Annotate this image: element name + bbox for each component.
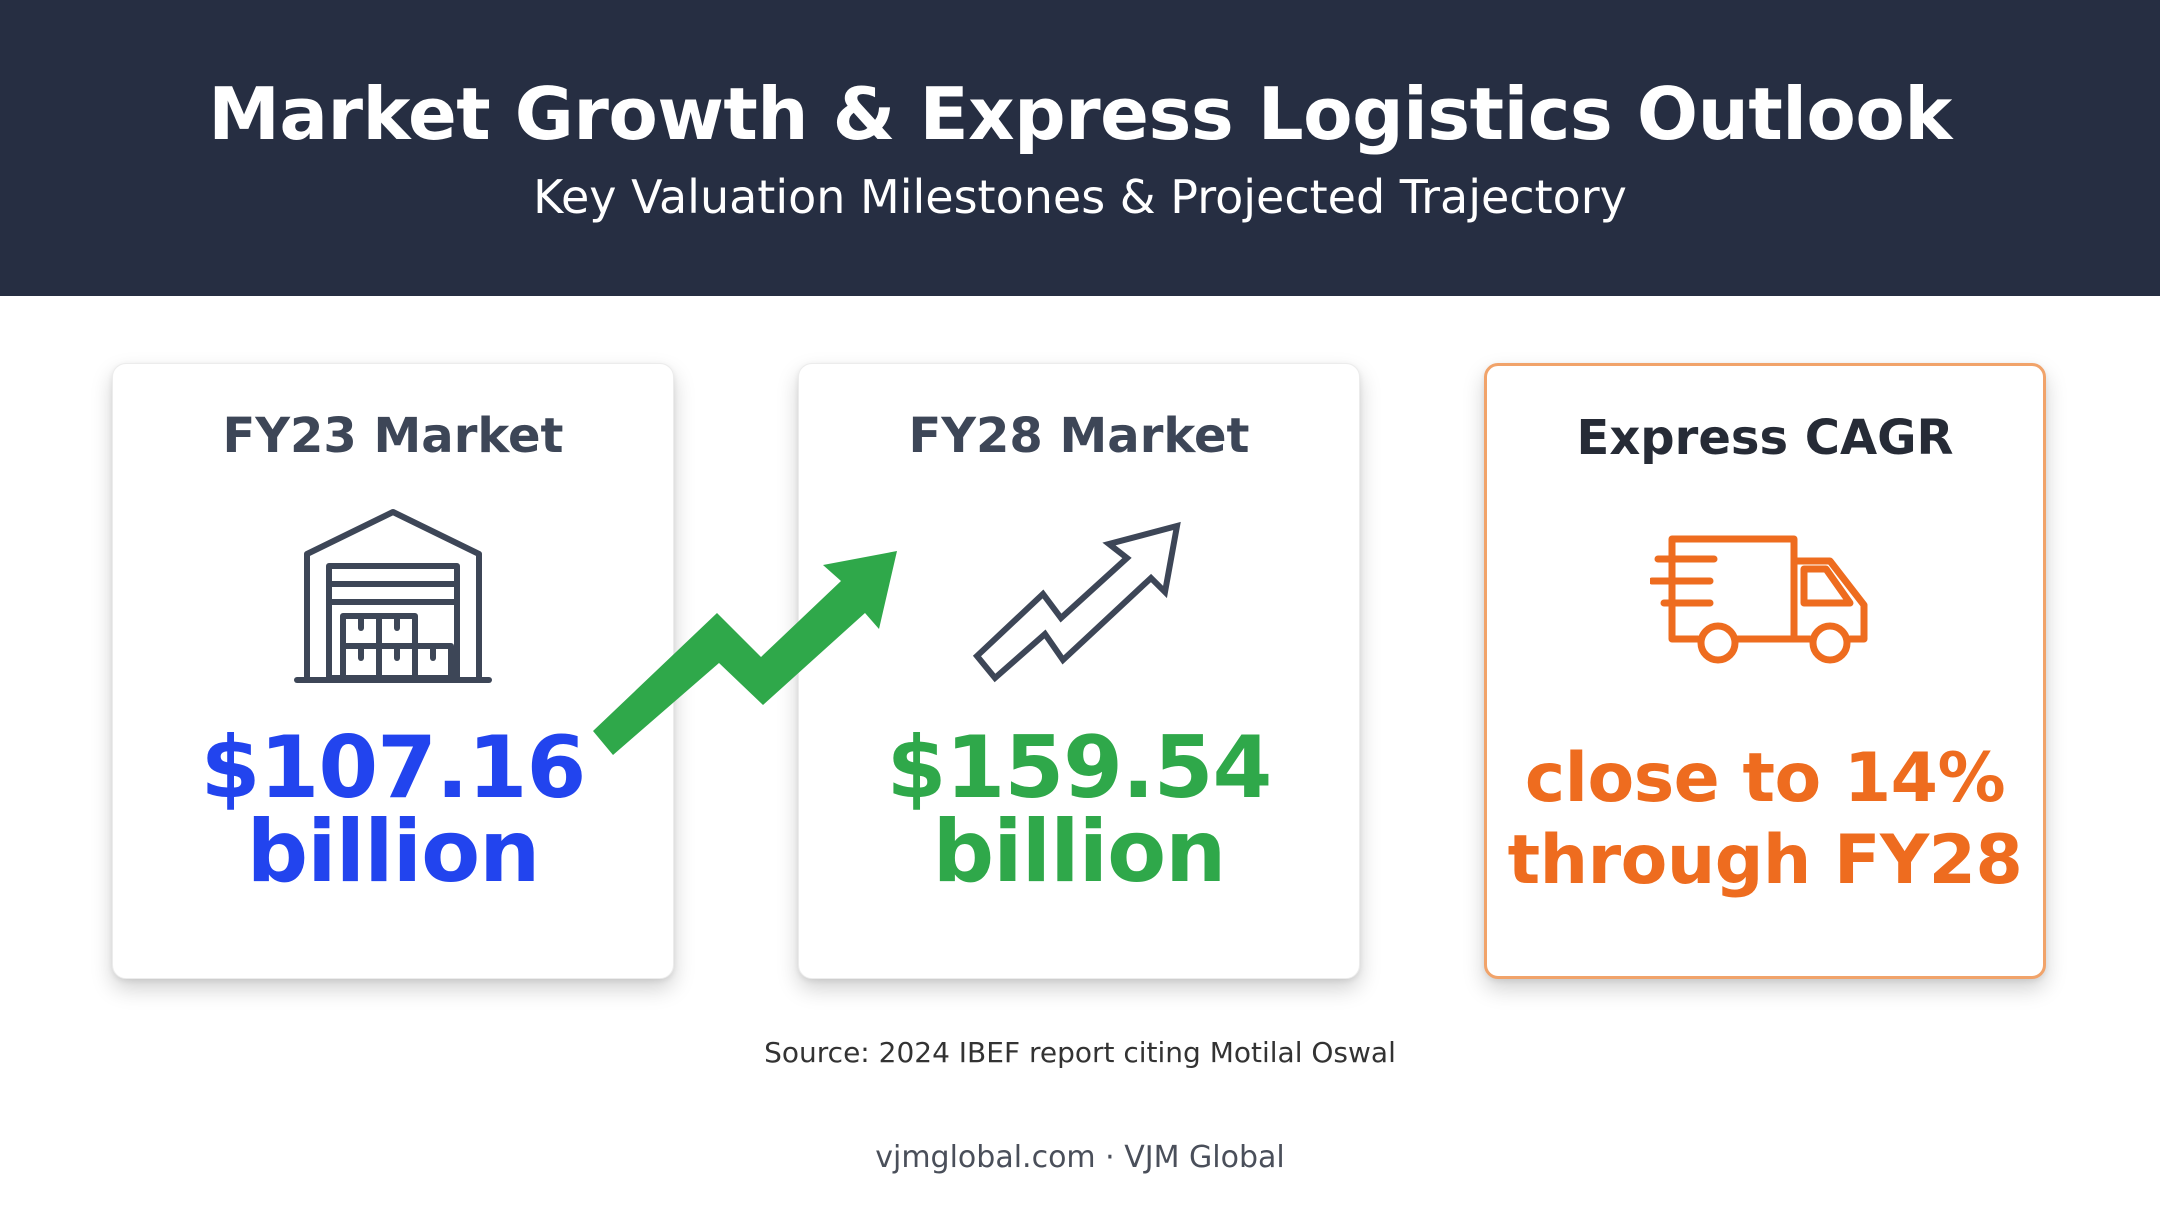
page-subtitle: Key Valuation Milestones & Projected Tra…: [533, 170, 1627, 224]
growth-arrow-icon: [585, 545, 905, 769]
value-unit: billion: [246, 802, 541, 902]
card-fy28-market: FY28 Market $159.54 billion: [798, 363, 1360, 979]
card-title: Express CAGR: [1576, 410, 1954, 466]
value-unit: billion: [932, 802, 1227, 902]
card-title: FY28 Market: [908, 408, 1250, 464]
value-rate: close to 14%: [1524, 739, 2006, 818]
card-value: close to 14% through FY28: [1487, 738, 2043, 902]
value-period: through FY28: [1507, 821, 2023, 900]
card-fy23-market: FY23 Market $107.16 bill: [112, 363, 674, 979]
value-amount: $107.16: [200, 718, 587, 818]
footer-credit: vjmglobal.com · VJM Global: [875, 1140, 1285, 1175]
delivery-truck-icon: [1648, 531, 1880, 675]
source-note: Source: 2024 IBEF report citing Motilal …: [764, 1036, 1396, 1069]
trend-up-arrow-icon: [969, 514, 1189, 688]
card-title: FY23 Market: [222, 408, 564, 464]
page-title: Market Growth & Express Logistics Outloo…: [208, 72, 1952, 156]
value-amount: $159.54: [886, 718, 1273, 818]
header-banner: Market Growth & Express Logistics Outloo…: [0, 0, 2160, 296]
card-express-cagr: Express CAGR close to 14% through FY28: [1484, 363, 2046, 979]
card-value: $107.16 billion: [113, 718, 673, 902]
card-value: $159.54 billion: [799, 718, 1359, 902]
warehouse-icon: [293, 504, 493, 698]
